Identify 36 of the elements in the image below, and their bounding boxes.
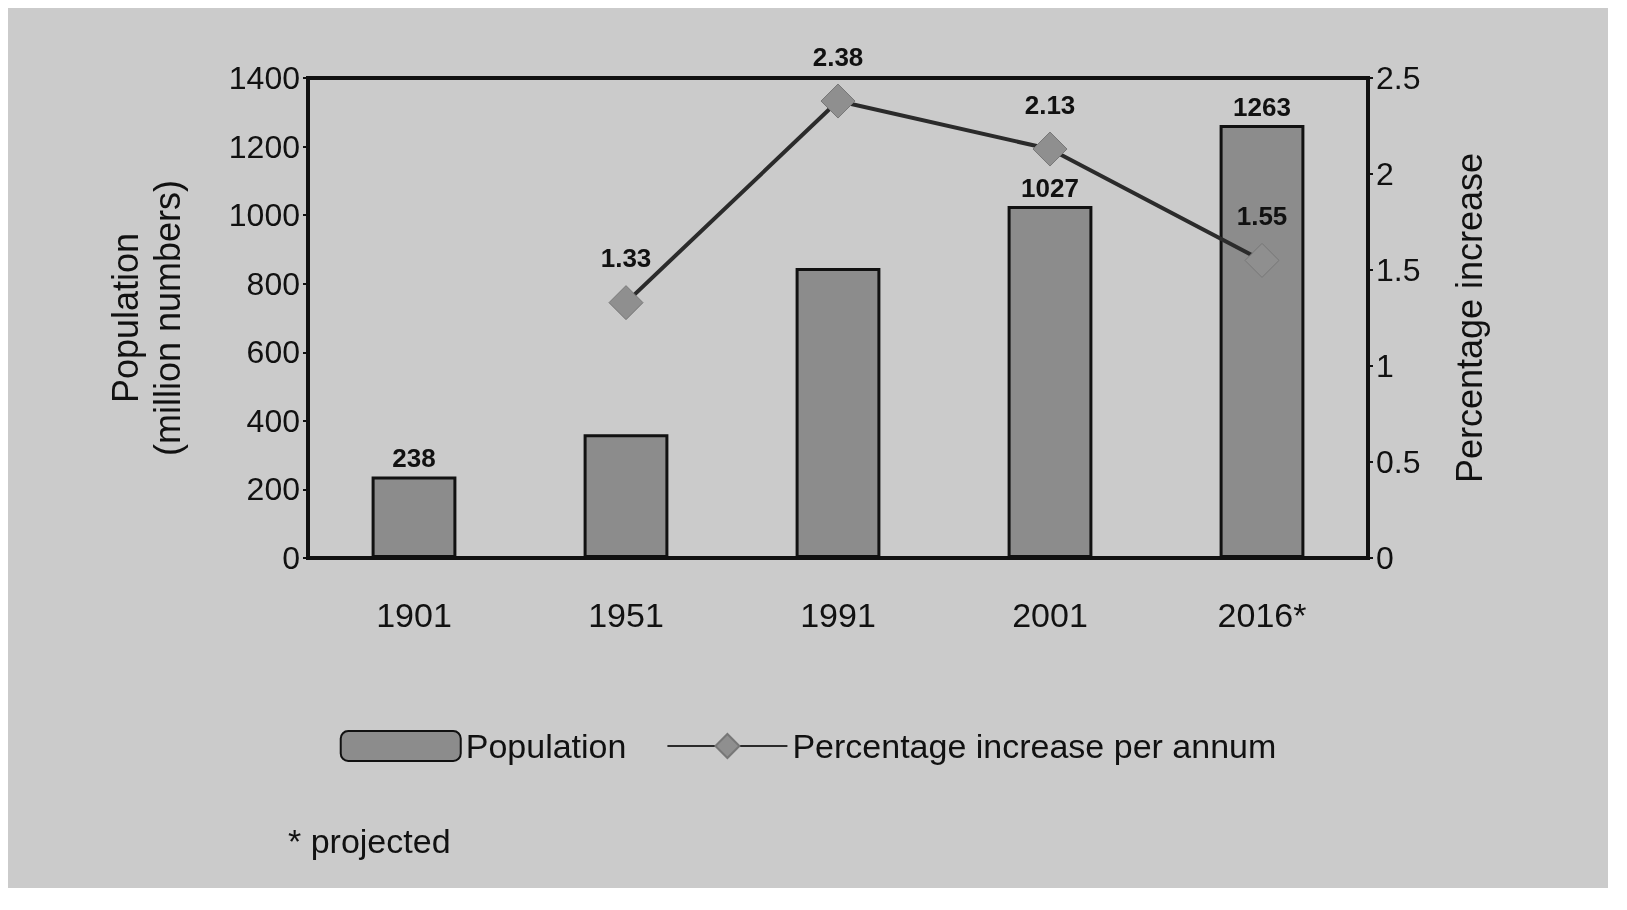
y-tick-label: 800 xyxy=(246,265,300,302)
x-tick-label: 2016* xyxy=(1217,596,1307,634)
data-label: 1.55 xyxy=(1236,200,1288,231)
data-label: 238 xyxy=(392,443,436,474)
data-label: 2.13 xyxy=(1024,89,1076,120)
y2-tick-label: 1 xyxy=(1376,348,1394,384)
y2-tick-label: 2.5 xyxy=(1376,60,1421,96)
y-tick-label: 200 xyxy=(246,471,300,508)
bar xyxy=(371,476,457,558)
bar xyxy=(1219,124,1305,558)
data-label: 1.33 xyxy=(600,243,652,274)
legend-label: Population xyxy=(465,727,627,765)
data-label: 1027 xyxy=(1021,172,1079,203)
y2-tick-label: 0 xyxy=(1376,540,1394,576)
data-label: 2.38 xyxy=(812,41,864,72)
y-axis-title: Population (million numbers) xyxy=(104,179,188,457)
x-tick-label: 1991 xyxy=(800,596,876,634)
bar xyxy=(1007,205,1093,558)
y-tick-label: 1000 xyxy=(228,197,300,234)
data-label: 1263 xyxy=(1233,91,1291,122)
y-tick-label: 1200 xyxy=(228,128,300,165)
bar xyxy=(583,434,669,558)
legend-label: Percentage increase per annum xyxy=(792,727,1277,765)
y2-tick-label: 0.5 xyxy=(1376,444,1421,480)
y2-tick-label: 2 xyxy=(1376,156,1394,192)
y2-tick-label: 1.5 xyxy=(1376,252,1421,288)
x-tick-label: 2001 xyxy=(1012,596,1088,634)
y-tick-label: 1400 xyxy=(228,60,300,96)
x-tick-label: 1901 xyxy=(376,596,452,634)
x-tick-label: 1951 xyxy=(588,596,664,634)
y2-axis-title: Percentage increase xyxy=(1448,152,1490,484)
y-tick-label: 0 xyxy=(282,540,300,576)
y-tick-label: 600 xyxy=(246,334,300,371)
text: * projected xyxy=(288,822,451,860)
bar xyxy=(795,267,881,558)
y-tick-label: 400 xyxy=(246,402,300,439)
